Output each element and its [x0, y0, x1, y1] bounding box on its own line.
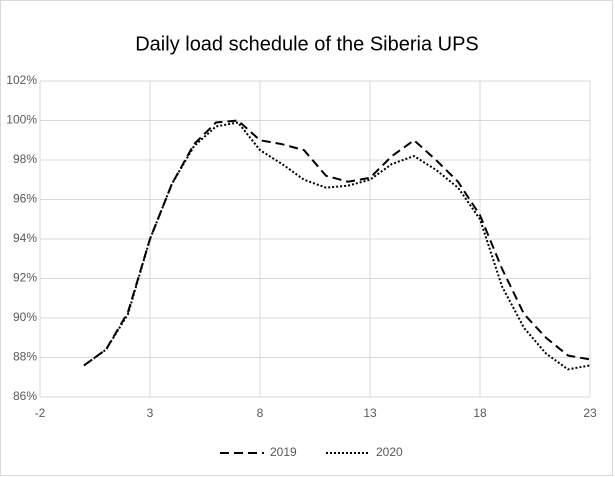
y-tick-label: 92%	[13, 271, 37, 285]
x-tick-label: 13	[363, 406, 377, 420]
y-tick-label: 96%	[13, 192, 37, 206]
legend-label: 2019	[270, 445, 297, 459]
y-tick-label: 86%	[13, 389, 37, 403]
y-tick-label: 90%	[13, 310, 37, 324]
chart-title: Daily load schedule of the Siberia UPS	[135, 33, 479, 55]
y-tick-label: 94%	[13, 231, 37, 245]
x-tick-label: 3	[147, 406, 154, 420]
y-tick-label: 98%	[13, 152, 37, 166]
x-tick-label: -2	[35, 406, 46, 420]
x-tick-label: 18	[473, 406, 487, 420]
y-tick-label: 100%	[6, 113, 37, 127]
x-tick-label: 8	[257, 406, 264, 420]
x-tick-label: 23	[583, 406, 597, 420]
y-tick-label: 102%	[6, 73, 37, 87]
legend-label: 2020	[376, 445, 403, 459]
line-series	[83, 121, 591, 371]
y-tick-label: 88%	[13, 350, 37, 364]
